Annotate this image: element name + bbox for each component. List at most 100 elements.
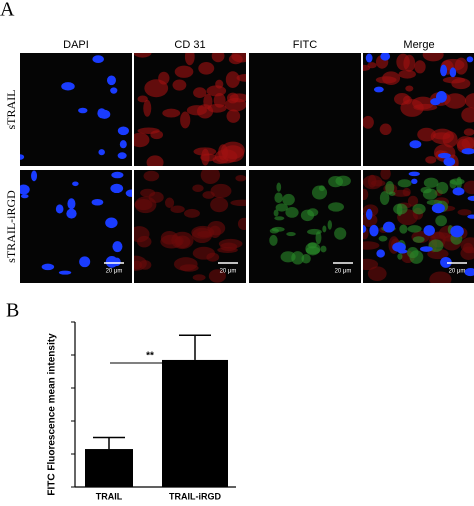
red-signal [180,111,191,129]
nucleus [110,183,124,194]
red-signal [442,76,466,84]
nucleus [125,189,132,197]
nucleus [111,171,124,179]
nucleus [105,217,118,229]
nucleus [117,126,129,136]
green-signal [397,253,403,260]
red-signal [226,92,239,104]
bar-chart: FITC Fluorescence mean intensity TRAIL TRA… [47,321,236,501]
red-signal [398,69,416,79]
nucleus [78,107,88,114]
signal [134,53,246,166]
nucleus [423,225,435,236]
red-signal [463,180,474,195]
scale-label: 20 μm [220,269,237,275]
signal [20,170,132,275]
nucleus [58,270,72,275]
green-signal [300,209,315,222]
signal [363,170,474,283]
nucleus [438,152,451,159]
red-signal [463,128,474,136]
red-signal [186,105,207,116]
red-signal [137,95,148,103]
nucleus [20,184,30,195]
y-axis-label: FITC Fluorescence mean intensity [47,333,58,496]
nucleus [98,149,105,156]
green-signal [318,185,325,192]
red-signal [396,53,410,71]
red-signal [441,58,465,71]
red-signal [193,87,207,98]
green-signal [334,227,347,240]
green-signal [335,175,351,187]
red-signal [192,184,204,192]
red-signal [197,230,213,238]
nucleus [92,55,104,63]
nucleus [117,152,127,159]
nucleus [376,249,385,258]
red-signal [392,189,411,197]
red-signal [174,65,194,78]
red-signal [170,205,185,214]
column-header: FITC [293,39,317,51]
signal [363,53,474,166]
significance-label: ** [146,351,154,362]
red-signal [202,191,215,199]
red-signal [363,258,379,271]
red-signal [174,236,184,246]
red-signal [460,246,474,260]
red-signal [134,53,152,58]
green-signal [397,179,412,188]
bar [162,359,228,487]
red-signal [405,85,414,92]
nucleus [113,257,121,267]
green-signal [328,202,345,212]
green-signal [280,251,296,263]
red-signal [164,197,175,208]
bar [85,449,133,487]
nucleus [449,67,457,78]
red-signal [237,217,246,231]
nucleus [382,221,395,233]
red-signal [363,241,380,250]
green-signal [423,177,439,188]
red-signal [134,199,153,211]
column-header: CD 31 [174,39,205,51]
green-signal [305,242,321,256]
nucleus [41,263,55,271]
red-signal [382,71,401,85]
nucleus [112,241,123,253]
micrographs: DAPI CD 31 FITC Merge sTRAIL sTRAIL-iRGD 20 μm… [4,39,474,283]
nucleus [98,109,111,119]
nucleus [450,225,464,238]
x-tick-label: TRAIL [96,491,123,501]
nucleus [408,171,420,177]
nucleus [464,268,474,277]
nucleus [467,195,474,201]
red-signal [444,93,467,109]
red-signal [225,71,240,88]
red-signal [363,115,374,129]
scale-label: 20 μm [335,269,352,275]
red-signal [134,226,150,243]
nucleus [365,53,373,63]
scale-label: 20 μm [106,269,123,275]
red-signal [206,85,227,97]
red-signal [172,79,187,91]
red-signal [146,155,164,166]
nucleus [369,224,379,237]
nucleus [119,140,127,149]
micrograph: 20 μm [249,170,361,283]
panel-label: A [0,0,15,21]
column-header: Merge [403,39,434,51]
scale-label: 20 μm [449,269,466,275]
signal [20,55,129,160]
micrograph: 20 μm [363,170,474,283]
green-signal [274,192,283,203]
micrograph [363,53,474,166]
nucleus [380,53,391,61]
micrograph: 20 μm [20,170,132,283]
red-signal [425,156,437,164]
red-signal [207,221,226,236]
